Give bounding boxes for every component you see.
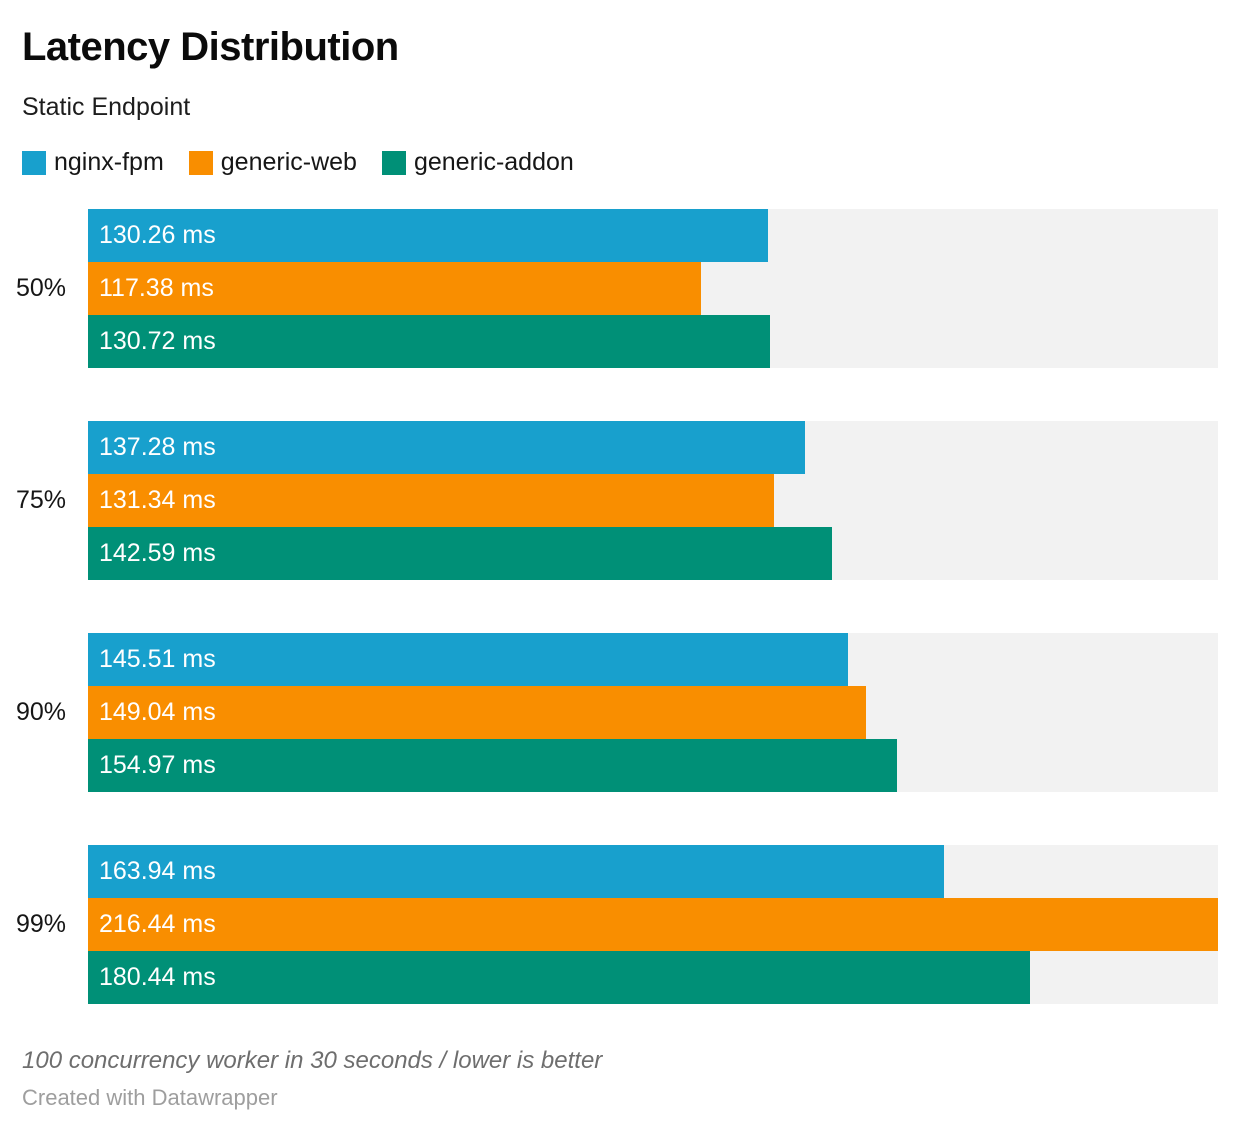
datawrapper-attribution: Created with Datawrapper <box>22 1085 278 1110</box>
bar-generic-addon: 154.97 ms <box>88 739 898 792</box>
bar-value-label: 130.72 ms <box>99 327 216 355</box>
legend: nginx-fpm generic-web generic-addon <box>22 148 1218 177</box>
legend-item-nginx-fpm: nginx-fpm <box>22 148 164 177</box>
category-label: 90% <box>15 698 66 726</box>
legend-label: generic-addon <box>413 148 574 176</box>
bar-generic-addon: 130.72 ms <box>88 315 771 368</box>
legend-label: generic-web <box>220 148 357 176</box>
bar-group-99%: 99% 163.94 ms 216.44 ms 180.44 ms <box>0 845 1240 1004</box>
legend-label: nginx-fpm <box>54 148 164 176</box>
bar-generic-web: 216.44 ms <box>88 898 1218 951</box>
bar-track: 130.26 ms 117.38 ms 130.72 ms <box>88 209 1218 368</box>
bar-track: 163.94 ms 216.44 ms 180.44 ms <box>88 845 1218 1004</box>
bar-value-label: 145.51 ms <box>99 645 216 673</box>
chart-subtitle: Static Endpoint <box>22 93 191 121</box>
bar-nginx-fpm: 163.94 ms <box>88 845 944 898</box>
bar-group-50%: 50% 130.26 ms 117.38 ms 130.72 ms <box>0 209 1240 368</box>
chart-body: 50% 130.26 ms 117.38 ms 130.72 ms 75% 137.28 … <box>0 209 1240 1004</box>
bar-nginx-fpm: 145.51 ms <box>88 633 848 686</box>
chart-header: Latency Distribution Static Endpoint ngi… <box>0 25 1240 177</box>
bar-group-90%: 90% 145.51 ms 149.04 ms 154.97 ms <box>0 633 1240 792</box>
bar-generic-addon: 142.59 ms <box>88 527 833 580</box>
bar-group-75%: 75% 137.28 ms 131.34 ms 142.59 ms <box>0 421 1240 580</box>
chart-note: 100 concurrency worker in 30 seconds / l… <box>22 1047 603 1074</box>
bar-value-label: 131.34 ms <box>99 486 216 514</box>
category-label: 50% <box>15 274 66 302</box>
bar-value-label: 154.97 ms <box>99 751 216 779</box>
legend-item-generic-addon: generic-addon <box>381 148 574 177</box>
bar-value-label: 130.26 ms <box>99 221 216 249</box>
bar-generic-addon: 180.44 ms <box>88 951 1031 1004</box>
bar-generic-web: 131.34 ms <box>88 474 774 527</box>
bar-value-label: 137.28 ms <box>99 433 216 461</box>
legend-swatch-icon <box>22 150 46 175</box>
bar-generic-web: 149.04 ms <box>88 686 867 739</box>
chart-footer: 100 concurrency worker in 30 seconds / l… <box>0 1047 1240 1111</box>
bar-nginx-fpm: 137.28 ms <box>88 421 805 474</box>
bar-track: 145.51 ms 149.04 ms 154.97 ms <box>88 633 1218 792</box>
category-label: 99% <box>15 910 66 938</box>
bar-generic-web: 117.38 ms <box>88 262 701 315</box>
category-label: 75% <box>15 486 66 514</box>
bar-nginx-fpm: 130.26 ms <box>88 209 769 262</box>
legend-swatch-icon <box>381 150 406 175</box>
bar-value-label: 142.59 ms <box>99 539 216 567</box>
bar-value-label: 117.38 ms <box>99 274 214 302</box>
page-title: Latency Distribution <box>22 25 399 69</box>
legend-item-generic-web: generic-web <box>188 148 357 177</box>
bar-value-label: 216.44 ms <box>99 910 216 938</box>
bar-value-label: 163.94 ms <box>99 857 216 885</box>
legend-swatch-icon <box>188 150 213 175</box>
bar-value-label: 149.04 ms <box>99 698 216 726</box>
bar-value-label: 180.44 ms <box>99 963 216 991</box>
bar-track: 137.28 ms 131.34 ms 142.59 ms <box>88 421 1218 580</box>
